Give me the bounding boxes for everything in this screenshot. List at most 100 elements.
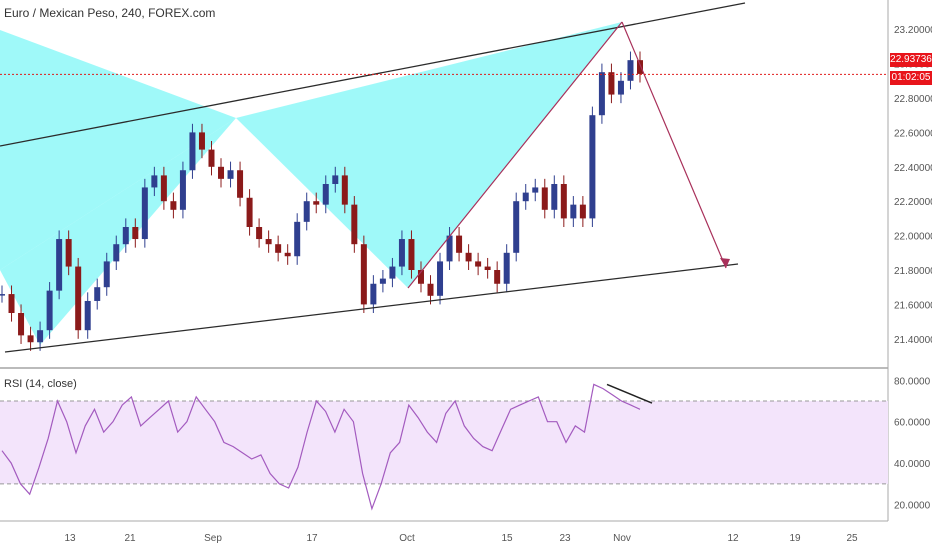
channel-lower-line [4, 263, 739, 353]
candle-body [18, 313, 25, 336]
price-tick-label: 22.00000 [894, 232, 932, 243]
time-tick-label: Nov [613, 533, 631, 544]
candles [0, 51, 643, 351]
price-tick-label: 21.40000 [894, 335, 932, 346]
rsi-tick-label: 40.0000 [894, 459, 931, 470]
candle-body [132, 227, 139, 240]
candle-body [560, 184, 567, 219]
candle-body [0, 294, 5, 296]
projection-line-up [407, 21, 623, 289]
candle-body [637, 60, 643, 74]
price-tick-label: 21.60000 [894, 300, 932, 311]
candle-body [218, 166, 225, 179]
candle-body [237, 170, 244, 198]
time-tick-label: 23 [559, 533, 571, 544]
candle-body [141, 187, 148, 240]
candle-body [208, 149, 215, 167]
price-tick-label: 22.40000 [894, 163, 932, 174]
time-tick-label: 21 [124, 533, 136, 544]
candle-body [113, 244, 120, 262]
pattern-wing-left [0, 30, 236, 270]
time-tick-label: Sep [204, 533, 222, 544]
candle-body [198, 132, 205, 150]
rsi-band [0, 401, 888, 484]
countdown-badge: 01:02:05 [890, 71, 932, 85]
candle-body [408, 239, 415, 270]
projection-line-down [621, 21, 727, 269]
price-tick-label: 22.60000 [894, 128, 932, 139]
last-price-badge: 22.93736 [890, 53, 932, 67]
candle-body [437, 261, 444, 296]
time-tick-label: 15 [501, 533, 513, 544]
candle-body [370, 283, 377, 305]
rsi-title: RSI (14, close) [4, 378, 77, 390]
rsi-tick-label: 80.0000 [894, 376, 931, 387]
candle-body [608, 72, 615, 95]
candle-body [465, 252, 472, 262]
candle-body [456, 235, 463, 253]
rsi-tick-label: 20.0000 [894, 501, 931, 512]
projection-arrowhead [720, 258, 730, 268]
candle-body [551, 184, 558, 210]
pattern-triangle-bcd [236, 22, 622, 288]
candle-body [122, 227, 129, 245]
candle-body [179, 170, 186, 210]
time-tick-label: Oct [399, 533, 415, 544]
candle-body [56, 239, 63, 291]
candle-body [265, 239, 272, 245]
candle-body [246, 197, 253, 227]
candle-body [189, 132, 196, 171]
price-tick-label: 21.80000 [894, 266, 932, 277]
candle-body [341, 175, 348, 205]
candle-body [589, 115, 596, 219]
candle-body [417, 270, 424, 284]
candle-body [27, 335, 34, 343]
candle-body [332, 175, 339, 184]
candle-body [541, 187, 548, 210]
candle-body [513, 201, 520, 253]
candle-body [227, 170, 234, 179]
candle-body [94, 287, 101, 301]
candle-body [627, 60, 634, 81]
candle-body [494, 270, 501, 284]
price-tick-label: 22.80000 [894, 94, 932, 105]
candle-body [598, 72, 605, 116]
candle-body [65, 239, 72, 267]
candle-body [75, 266, 82, 331]
candle-body [360, 244, 367, 305]
candle-body [475, 261, 482, 267]
chart-title: Euro / Mexican Peso, 240, FOREX.com [4, 6, 216, 20]
candle-body [351, 204, 358, 245]
candle-body [570, 204, 577, 219]
price-tick-label: 23.20000 [894, 25, 932, 36]
rsi-pane [0, 383, 888, 511]
candle-body [303, 201, 310, 222]
candle-body [379, 278, 386, 284]
candle-body [617, 80, 624, 95]
candle-body [84, 300, 91, 331]
candle-body [275, 244, 282, 253]
candle-body [103, 261, 110, 288]
time-tick-label: 17 [306, 533, 318, 544]
rsi-tick-label: 60.0000 [894, 418, 931, 429]
candle-body [427, 283, 434, 296]
candle-body [256, 227, 263, 240]
candle-body [446, 235, 453, 262]
candle-body [8, 294, 15, 313]
time-tick-label: 19 [789, 533, 801, 544]
rsi-divergence-line [606, 383, 653, 404]
price-tick-label: 22.20000 [894, 197, 932, 208]
candle-body [284, 252, 291, 257]
candle-body [484, 266, 491, 270]
time-tick-label: 12 [727, 533, 739, 544]
candle-body [389, 266, 396, 279]
candle-body [322, 184, 329, 205]
rsi-line [1, 383, 641, 511]
candle-body [579, 204, 586, 219]
time-tick-label: 13 [64, 533, 76, 544]
candle-body [46, 290, 53, 331]
candle-body [170, 201, 177, 210]
candle-body [503, 252, 510, 284]
drawings [0, 2, 888, 353]
